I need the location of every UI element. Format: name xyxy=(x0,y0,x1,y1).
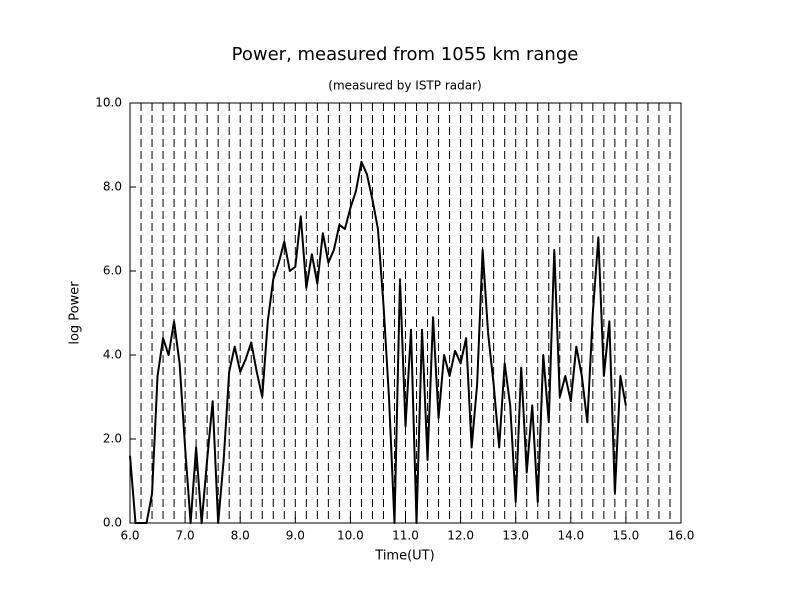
x-tick-label: 13.0 xyxy=(502,529,529,543)
y-tick-label: 6.0 xyxy=(103,264,122,278)
x-axis-label: Time(UT) xyxy=(374,549,434,564)
y-tick-label: 4.0 xyxy=(103,348,122,362)
x-tick-label: 10.0 xyxy=(337,529,364,543)
x-tick-label: 9.0 xyxy=(286,529,305,543)
chart-subtitle: (measured by ISTP radar) xyxy=(328,79,481,93)
y-tick-label: 0.0 xyxy=(103,516,122,530)
x-tick-label: 8.0 xyxy=(231,529,250,543)
x-tick-label: 7.0 xyxy=(176,529,195,543)
x-tick-label: 16.0 xyxy=(668,529,695,543)
chart-title: Power, measured from 1055 km range xyxy=(232,44,579,65)
y-tick-label: 10.0 xyxy=(95,96,122,110)
data-line xyxy=(129,160,627,524)
x-tick-label: 15.0 xyxy=(613,529,640,543)
y-tick-label: 2.0 xyxy=(103,432,122,446)
y-tick-label: 8.0 xyxy=(103,180,122,194)
x-tick-label: 14.0 xyxy=(557,529,584,543)
y-axis-label: log Power xyxy=(68,281,83,345)
x-tick-label: 6.0 xyxy=(120,529,139,543)
x-tick-label: 12.0 xyxy=(447,529,474,543)
x-tick-label: 11.0 xyxy=(392,529,419,543)
